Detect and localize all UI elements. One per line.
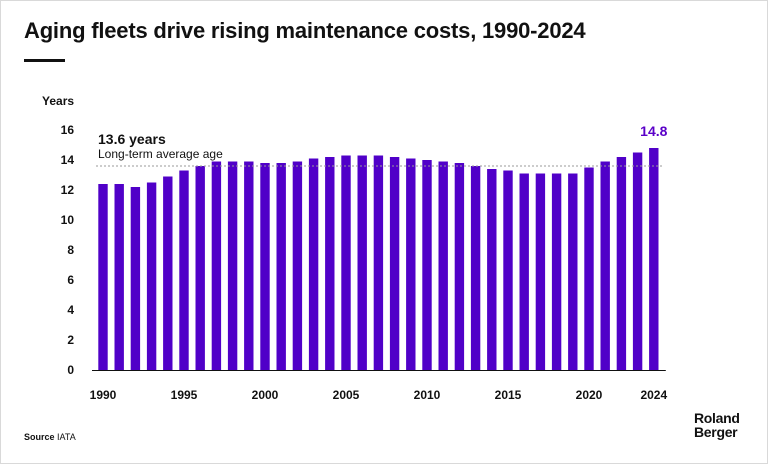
- logo-line-2: Berger: [694, 424, 738, 440]
- source-note: Source IATA: [24, 432, 76, 442]
- y-axis-label: Years: [42, 94, 75, 108]
- bar-2003: [308, 158, 319, 370]
- x-axis-ticks: 1990 1995 2000 2005 2010 2015 2020 2024: [90, 388, 668, 402]
- y-axis-ticks: 0 2 4 6 8 10 12 14 16: [61, 123, 75, 377]
- y-tick-label: 8: [67, 243, 74, 257]
- bar-2012: [454, 163, 465, 370]
- bar-2016: [519, 173, 529, 370]
- x-tick-label: 2020: [576, 388, 603, 402]
- x-tick-label: 2015: [495, 388, 522, 402]
- bar-2015: [503, 170, 513, 370]
- roland-berger-logo: Roland Berger: [694, 411, 740, 439]
- y-tick-label: 0: [67, 363, 74, 377]
- bar-1992: [130, 187, 141, 370]
- bar-2010: [422, 160, 432, 370]
- bar-2006: [357, 155, 367, 370]
- source-text: IATA: [57, 432, 76, 442]
- bar-2023: [632, 152, 643, 370]
- bar-1991: [114, 184, 124, 370]
- bar-2001: [276, 163, 286, 370]
- chart-title: Aging fleets drive rising maintenance co…: [24, 18, 586, 43]
- bar-2007: [373, 155, 384, 370]
- bar-2020: [584, 167, 594, 370]
- bar-2021: [600, 161, 610, 370]
- bar-2019: [568, 173, 578, 370]
- y-tick-label: 2: [67, 333, 74, 347]
- average-value-label: 13.6 years: [98, 131, 166, 147]
- average-description: Long-term average age: [98, 147, 223, 161]
- y-tick-label: 16: [61, 123, 75, 137]
- bar-2011: [438, 161, 448, 370]
- x-tick-label: 2000: [252, 388, 279, 402]
- x-tick-label: 1990: [90, 388, 117, 402]
- bar-1995: [179, 170, 189, 370]
- y-tick-label: 10: [61, 213, 75, 227]
- bar-2004: [325, 157, 335, 370]
- y-tick-label: 12: [61, 183, 75, 197]
- bar-1993: [146, 182, 157, 370]
- bar-2009: [406, 158, 416, 370]
- bar-2002: [292, 161, 303, 370]
- last-value-label: 14.8: [640, 123, 667, 139]
- bar-2018: [551, 173, 562, 370]
- y-tick-label: 6: [67, 273, 74, 287]
- bar-2000: [260, 163, 270, 370]
- bar-1999: [244, 161, 254, 370]
- y-tick-label: 4: [67, 303, 74, 317]
- title-underline: [24, 59, 65, 62]
- bar-2013: [470, 166, 481, 370]
- bar-2017: [535, 173, 546, 370]
- bar-2024: [649, 148, 659, 370]
- bar-1997: [211, 161, 222, 370]
- x-tick-label: 2010: [414, 388, 441, 402]
- x-tick-label: 1995: [171, 388, 198, 402]
- bar-2005: [341, 155, 351, 370]
- bar-2014: [487, 169, 497, 370]
- bars: [98, 148, 659, 370]
- logo-line-1: Roland: [694, 410, 740, 426]
- bar-2008: [389, 157, 400, 370]
- bar-1996: [195, 166, 205, 370]
- x-tick-label: 2024: [640, 388, 667, 402]
- source-label: Source: [24, 432, 55, 442]
- bar-1994: [163, 176, 173, 370]
- y-tick-label: 14: [61, 153, 75, 167]
- bar-2022: [616, 157, 627, 370]
- bar-1990: [98, 184, 108, 370]
- bar-1998: [227, 161, 238, 370]
- x-tick-label: 2005: [333, 388, 360, 402]
